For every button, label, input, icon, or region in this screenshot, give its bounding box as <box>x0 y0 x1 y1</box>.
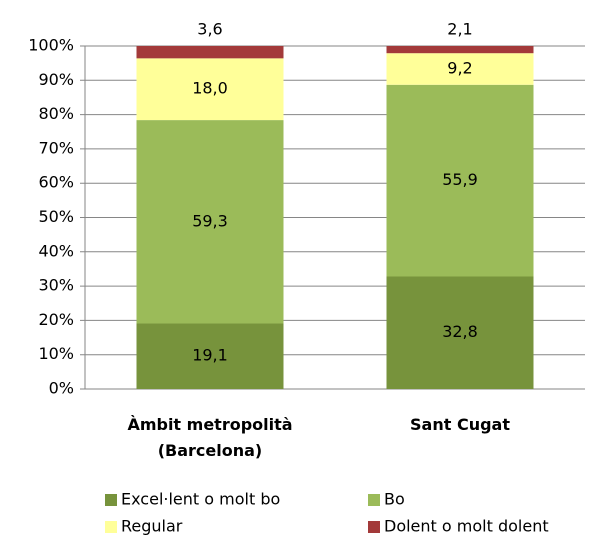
legend-swatch <box>105 521 117 533</box>
data-label: 9,2 <box>447 58 472 77</box>
data-label: 3,6 <box>197 20 222 39</box>
y-tick-label: 90% <box>38 70 74 89</box>
bar-segment <box>136 46 284 59</box>
legend-swatch <box>368 521 380 533</box>
data-label: 55,9 <box>442 170 478 189</box>
x-tick-label: Àmbit metropolità (Barcelona) <box>127 415 293 460</box>
x-tick-label: Sant Cugat <box>410 415 510 434</box>
bar-segment <box>136 58 284 121</box>
y-tick-label: 30% <box>38 276 74 295</box>
bar-segment <box>386 84 534 277</box>
y-tick-label: 40% <box>38 241 74 260</box>
y-tick-label: 100% <box>28 36 74 55</box>
bar-segment <box>136 120 284 324</box>
y-tick-label: 80% <box>38 104 74 123</box>
y-tick-label: 50% <box>38 207 74 226</box>
data-label: 59,3 <box>192 211 228 230</box>
y-tick-label: 10% <box>38 344 74 363</box>
y-tick-label: 60% <box>38 173 74 192</box>
data-label: 19,1 <box>192 346 228 365</box>
legend-swatch <box>368 494 380 506</box>
legend-label: Bo <box>384 490 405 509</box>
legend-label: Dolent o molt dolent <box>384 517 549 536</box>
legend-swatch <box>105 494 117 506</box>
data-label: 2,1 <box>447 20 472 39</box>
bar-segment <box>386 276 534 389</box>
y-tick-label: 20% <box>38 310 74 329</box>
y-tick-label: 70% <box>38 138 74 157</box>
bar-segment <box>386 46 534 54</box>
bar-segment <box>136 323 284 389</box>
legend-label: Regular <box>121 517 183 536</box>
y-tick-label: 0% <box>49 379 74 398</box>
data-label: 18,0 <box>192 79 228 98</box>
data-label: 32,8 <box>442 322 478 341</box>
legend-label: Excel·lent o molt bo <box>121 490 280 509</box>
bar-segment <box>386 53 534 85</box>
